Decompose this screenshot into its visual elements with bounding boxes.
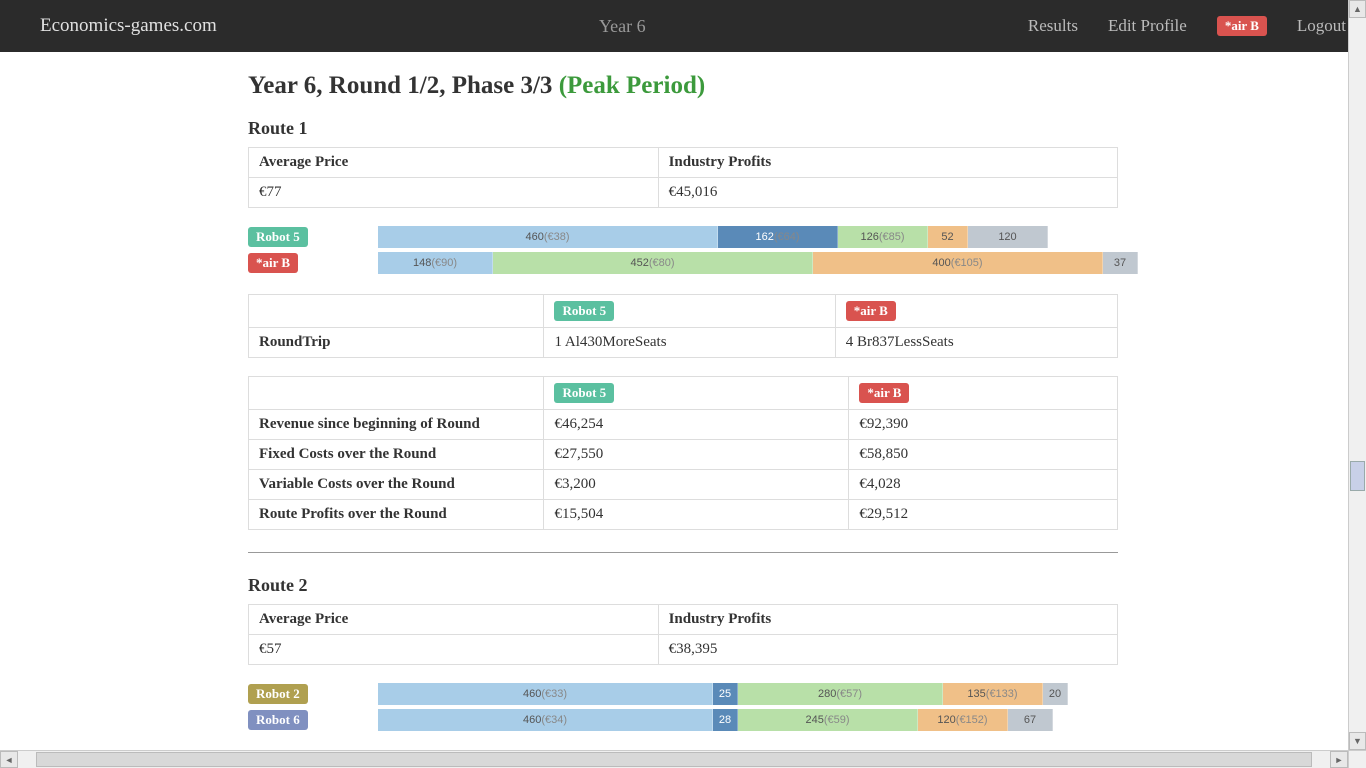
fin-row-val: €3,200 [544,470,849,500]
chart-segment: 120 (€152) [918,709,1008,731]
chart-segment: 280 (€57) [738,683,943,705]
fin-row-val: €92,390 [849,410,1118,440]
chart-segment: 52 [928,226,968,248]
chart-segment: 20 [1043,683,1068,705]
scrollbar-horizontal[interactable]: ◄ ► [0,750,1348,768]
scroll-corner [1348,750,1366,768]
nav-results[interactable]: Results [1028,16,1078,36]
chart-segment: 28 [713,709,738,731]
r1-sum-v0: €77 [249,178,659,208]
nav-user-badge[interactable]: *air B [1217,16,1267,36]
fin-row-val: €58,850 [849,440,1118,470]
r1-trip-row0-v0: 1 Al430MoreSeats [544,328,835,358]
chart-segment: 135 (€133) [943,683,1043,705]
chart-segment: 400 (€105) [813,252,1103,274]
chart-segment: 126 (€85) [838,226,928,248]
r2-sum-h0: Average Price [249,605,659,635]
nav-edit-profile[interactable]: Edit Profile [1108,16,1187,36]
scroll-thumb-v[interactable] [1350,461,1365,491]
fin-row-label: Variable Costs over the Round [249,470,544,500]
r2-sum-h1: Industry Profits [658,605,1117,635]
chart-segment: 25 [713,683,738,705]
fin-row-label: Revenue since beginning of Round [249,410,544,440]
route1-fin-table: Robot 5 *air B Revenue since beginning of … [248,376,1118,530]
scroll-up-icon[interactable]: ▲ [1349,0,1366,18]
chart-segment: 460 (€33) [378,683,713,705]
page-title: Year 6, Round 1/2, Phase 3/3 (Peak Perio… [248,72,1118,100]
route2-title: Route 2 [248,575,1118,596]
nav-right: Results Edit Profile *air B Logout [1028,16,1346,36]
r1-trip-row0-v1: 4 Br837LessSeats [835,328,1117,358]
route2-chart: Robot 2 460 (€33)25280 (€57)135 (€133)20 R… [248,683,1118,731]
fin-row-val: €29,512 [849,500,1118,530]
chart-segment: 245 (€59) [738,709,918,731]
divider [248,552,1118,553]
chart-segment: 452 (€80) [493,252,813,274]
r1-trip-h0: Robot 5 [554,301,614,321]
fin-row-label: Route Profits over the Round [249,500,544,530]
r1-trip-row0-label: RoundTrip [249,328,544,358]
r1-fin-h1: *air B [859,383,909,403]
route1-summary-table: Average Price Industry Profits €77 €45,0… [248,147,1118,208]
chart-row-label: Robot 6 [248,710,308,730]
scroll-left-icon[interactable]: ◄ [0,751,18,768]
chart-segment: 67 [1008,709,1053,731]
fin-row-val: €27,550 [544,440,849,470]
nav-center: Year 6 [217,16,1028,37]
nav-logout[interactable]: Logout [1297,16,1346,36]
r2-sum-v1: €38,395 [658,635,1117,665]
chart-segment: 120 [968,226,1048,248]
r1-trip-h1: *air B [846,301,896,321]
chart-row-label: Robot 2 [248,684,308,704]
r1-sum-h0: Average Price [249,148,659,178]
route2-summary-table: Average Price Industry Profits €57 €38,3… [248,604,1118,665]
fin-row-val: €4,028 [849,470,1118,500]
main-container: Year 6, Round 1/2, Phase 3/3 (Peak Perio… [238,72,1128,731]
chart-segment: 37 [1103,252,1138,274]
r1-fin-h0: Robot 5 [554,383,614,403]
scroll-thumb-h[interactable] [36,752,1312,767]
fin-row-val: €46,254 [544,410,849,440]
r1-sum-v1: €45,016 [658,178,1117,208]
r1-sum-h1: Industry Profits [658,148,1117,178]
title-peak: (Peak Period) [559,72,705,99]
chart-segment: 148 (€90) [378,252,493,274]
scroll-down-icon[interactable]: ▼ [1349,732,1366,750]
route1-chart: Robot 5 460 (€38)162 (€64)126 (€85)52120 *… [248,226,1118,274]
route1-title: Route 1 [248,118,1118,139]
fin-row-val: €15,504 [544,500,849,530]
chart-row-label: *air B [248,253,298,273]
scroll-right-icon[interactable]: ► [1330,751,1348,768]
brand[interactable]: Economics-games.com [40,15,217,37]
r2-sum-v0: €57 [249,635,659,665]
fin-row-label: Fixed Costs over the Round [249,440,544,470]
chart-segment: 162 (€64) [718,226,838,248]
scrollbar-vertical[interactable]: ▲ ▼ [1348,0,1366,750]
route1-trip-table: Robot 5 *air B RoundTrip 1 Al430MoreSeat… [248,294,1118,358]
chart-row-label: Robot 5 [248,227,308,247]
title-prefix: Year 6, Round 1/2, Phase 3/3 [248,72,559,99]
chart-segment: 460 (€38) [378,226,718,248]
chart-segment: 460 (€34) [378,709,713,731]
navbar: Economics-games.com Year 6 Results Edit … [0,0,1366,52]
